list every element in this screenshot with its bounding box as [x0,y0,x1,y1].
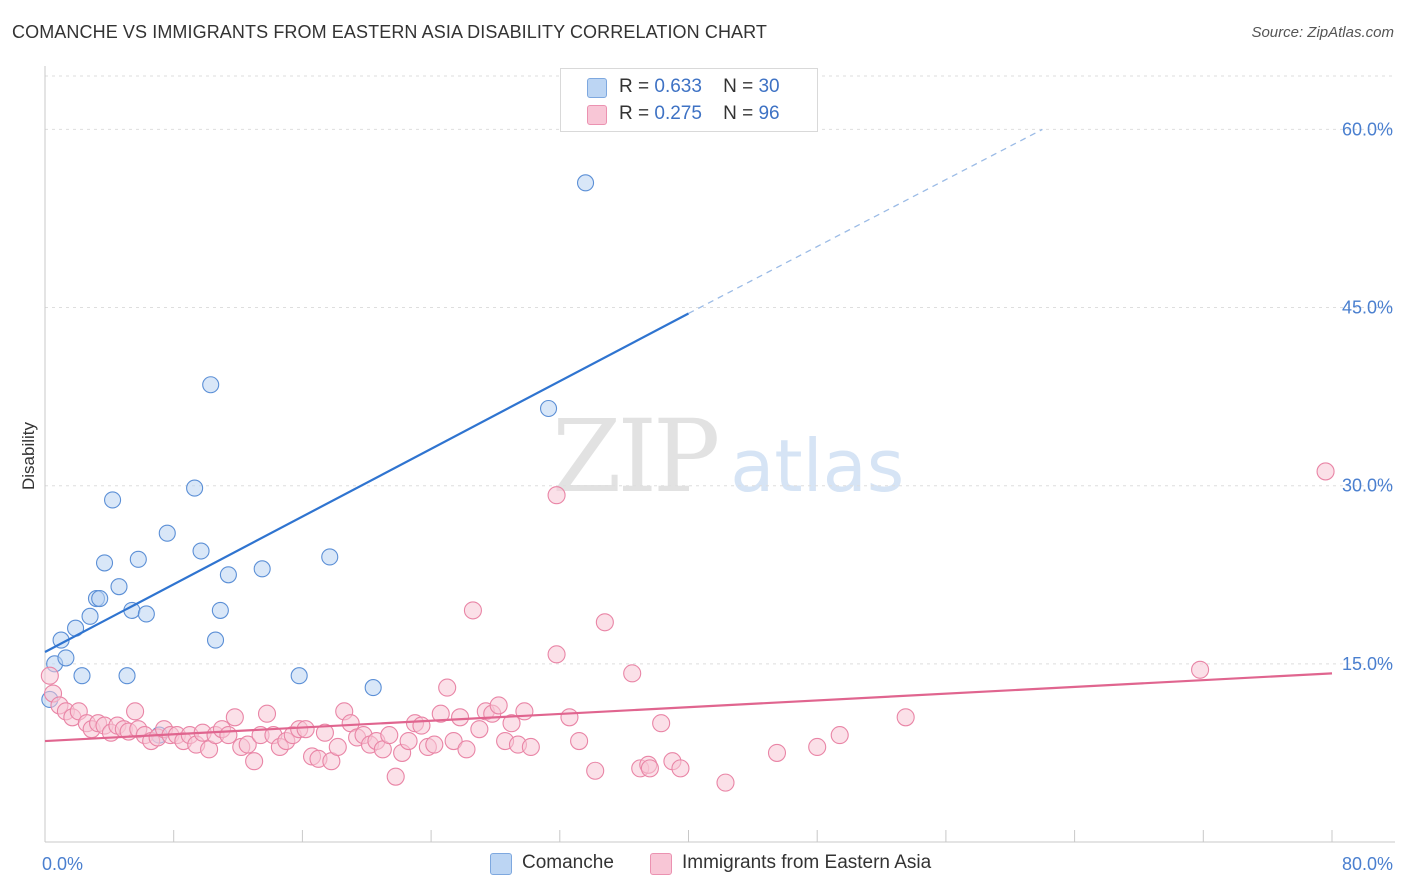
point-eastern-asia [328,737,347,757]
point-eastern-asia [489,696,508,715]
point-comanche [95,554,114,572]
point-comanche [211,601,229,619]
legend-text-eastern-asia: R = 0.275 N = 96 [619,103,780,124]
point-comanche [91,589,109,608]
point-eastern-asia [245,752,264,771]
watermark-atlas: atlas [730,424,905,508]
trend-line-comanche [44,312,690,653]
point-comanche [73,667,91,685]
legend-swatch-eastern-asia [587,105,607,125]
y-tick-label: 30.0% [1342,476,1393,496]
legend-text-comanche: R = 0.633 N = 30 [619,76,780,97]
y-tick-label: 45.0% [1342,298,1393,318]
point-eastern-asia [457,740,476,759]
point-eastern-asia [425,735,444,754]
point-comanche [81,607,99,625]
point-comanche [118,667,136,685]
point-eastern-asia [386,767,405,786]
point-eastern-asia [399,731,418,751]
point-comanche [539,399,558,418]
point-eastern-asia [830,726,849,745]
point-eastern-asia [623,664,642,683]
point-eastern-asia [595,613,614,632]
point-comanche [202,376,220,394]
point-eastern-asia [238,735,257,754]
point-comanche [129,550,147,568]
point-eastern-asia [412,716,431,735]
series-swatch-comanche [490,853,512,875]
legend-swatch-comanche [587,78,607,98]
point-eastern-asia [431,704,450,723]
point-eastern-asia [640,759,659,778]
series-legend: Comanche Immigrants from Eastern Asia [0,852,1406,876]
point-eastern-asia [896,708,915,727]
x-tick-label: 80.0% [1342,854,1393,874]
legend: R = 0.633 N = 30 R = 0.275 N = 96 [560,68,818,132]
point-eastern-asia [380,726,399,745]
point-comanche [219,566,237,584]
y-tick-label: 60.0% [1342,119,1393,139]
point-comanche [57,649,75,667]
point-eastern-asia [652,714,671,733]
point-eastern-asia [438,678,457,697]
point-comanche [104,491,122,509]
point-comanche [158,524,176,542]
trend-line-comanche-extension [688,128,1043,315]
axes [44,66,1395,843]
point-eastern-asia [521,737,540,757]
point-eastern-asia [470,720,489,739]
source-credit: Source: ZipAtlas.com [1251,24,1394,41]
point-eastern-asia [1191,660,1210,679]
point-comanche [186,479,204,497]
point-comanche [364,679,382,697]
watermark-zip: ZIP [552,398,720,515]
point-eastern-asia [463,601,482,620]
point-comanche [110,578,128,596]
point-eastern-asia [126,702,145,721]
point-eastern-asia [225,708,244,727]
point-comanche [290,667,308,685]
x-tick-label: 0.0% [42,854,83,874]
point-eastern-asia [560,708,579,727]
series-label-eastern-asia: Immigrants from Eastern Asia [682,852,932,873]
point-eastern-asia [1316,462,1335,481]
y-tick-label: 15.0% [1342,654,1393,674]
point-eastern-asia [296,720,315,739]
series-swatch-eastern-asia [650,853,672,875]
chart-title: COMANCHE VS IMMIGRANTS FROM EASTERN ASIA… [12,22,768,42]
data-points [40,174,1335,792]
point-comanche [321,548,339,566]
axis-labels: 15.0% 30.0% 45.0% 60.0% 0.0% 80.0% Disability [19,119,1393,874]
point-comanche [192,542,210,560]
point-eastern-asia [547,645,566,664]
series-label-comanche: Comanche [522,852,614,873]
trend-line-eastern-asia [44,672,1333,743]
point-eastern-asia [586,761,605,780]
point-comanche [576,174,595,192]
point-eastern-asia [515,702,534,721]
y-axis-label: Disability [19,421,38,490]
point-eastern-asia [257,704,277,723]
point-comanche [253,560,271,578]
point-eastern-asia [767,743,787,762]
point-eastern-asia [40,666,59,685]
point-comanche [206,631,225,649]
watermark: ZIP atlas [552,398,904,515]
point-eastern-asia [547,486,566,505]
point-comanche [137,605,155,623]
trend-lines [44,128,1333,743]
point-eastern-asia [219,726,238,745]
point-eastern-asia [808,737,827,757]
point-eastern-asia [502,714,521,733]
point-eastern-asia [570,731,589,751]
point-eastern-asia [716,773,735,792]
point-eastern-asia [671,759,690,778]
point-eastern-asia [444,731,463,751]
point-eastern-asia [451,708,470,727]
grid-lines [45,75,1395,665]
point-eastern-asia [315,723,334,742]
